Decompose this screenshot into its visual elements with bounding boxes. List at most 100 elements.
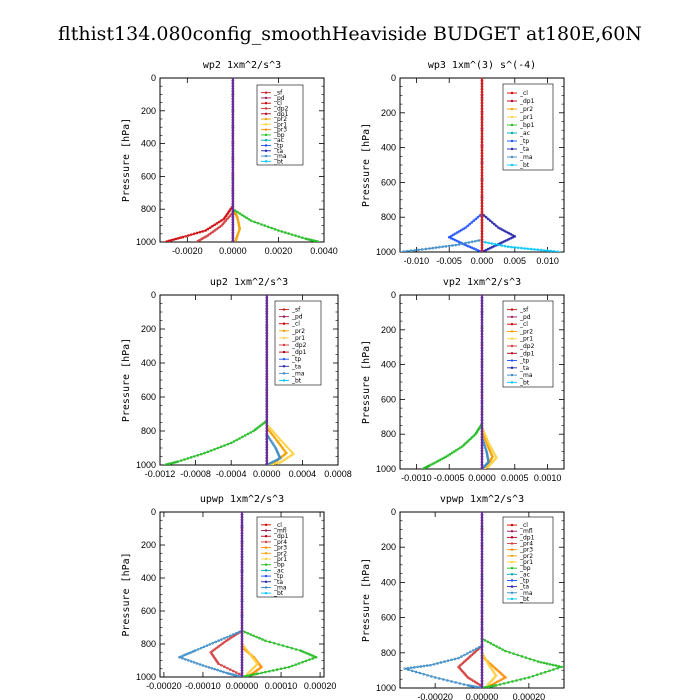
zero-line-marker — [240, 542, 244, 546]
legend-label: _bt — [519, 162, 530, 169]
chart-panel-6: vpwp 1xm^2/s^3 Pressure [hPa] 0 200 400 600 80… — [361, 494, 565, 700]
zero-line-marker — [240, 515, 244, 519]
series-marker — [272, 443, 275, 446]
series-marker — [464, 241, 467, 245]
zero-line-marker — [480, 637, 484, 641]
zero-line-marker — [480, 407, 484, 411]
series-marker — [520, 655, 524, 658]
series-marker — [446, 659, 450, 663]
series-marker — [466, 224, 469, 228]
zero-line-marker — [480, 682, 484, 686]
series-marker — [465, 440, 469, 444]
chart-panel-4: vp2 1xm^2/s^3 Pressure [hPa] 0 200 400 600 800… — [361, 277, 565, 483]
series-marker — [229, 441, 233, 445]
series-marker — [419, 665, 423, 668]
zero-line-marker — [240, 579, 244, 583]
series-marker — [225, 212, 229, 216]
zero-line-marker — [240, 555, 244, 559]
zero-line-marker — [480, 304, 484, 308]
zero-line-marker — [480, 332, 484, 336]
zero-line-marker — [480, 541, 484, 545]
y-tick-label: 200 — [141, 106, 156, 116]
zero-line-marker — [240, 518, 244, 522]
series-marker — [519, 678, 522, 681]
series-marker — [236, 218, 240, 222]
series-marker — [264, 639, 267, 643]
series-marker — [417, 248, 420, 252]
series-marker — [223, 444, 226, 447]
series-marker — [515, 679, 518, 682]
series-marker — [456, 239, 459, 243]
zero-line-marker — [240, 634, 244, 638]
zero-line-marker — [480, 399, 484, 403]
x-tick-label: -0.0020 — [172, 246, 203, 256]
series-marker — [220, 638, 223, 641]
zero-line-marker — [231, 184, 235, 187]
zero-line-marker — [480, 335, 484, 339]
y-tick-label: 0 — [151, 290, 156, 300]
series-marker — [463, 660, 466, 663]
zero-line-marker — [231, 97, 235, 101]
series-marker — [179, 236, 182, 239]
zero-line-marker — [480, 617, 484, 621]
legend-label: _dp1 — [519, 98, 535, 105]
series-marker — [238, 437, 241, 440]
legend-label: _dp1 — [291, 349, 307, 356]
series-marker — [272, 434, 275, 438]
series-marker — [274, 438, 278, 441]
zero-line-marker — [240, 642, 244, 646]
series-marker — [241, 435, 244, 439]
zero-line-marker — [231, 181, 235, 185]
series-marker — [219, 669, 222, 673]
series-marker — [470, 653, 474, 657]
y-axis-label: Pressure [hPa] — [361, 558, 372, 642]
zero-line-marker — [265, 348, 269, 351]
series-marker — [287, 665, 291, 669]
zero-line-marker — [240, 655, 244, 659]
series-marker — [456, 447, 460, 451]
y-tick-label: 200 — [381, 108, 396, 118]
zero-line-marker — [480, 84, 484, 88]
zero-line-marker — [480, 657, 484, 660]
legend-marker — [510, 308, 514, 311]
zero-line-marker — [231, 173, 235, 177]
zero-line-marker — [265, 437, 269, 441]
series-marker — [449, 236, 453, 240]
zero-line-marker — [480, 685, 484, 688]
series-marker — [275, 449, 279, 452]
zero-line-marker — [480, 665, 484, 669]
zero-line-marker — [231, 213, 235, 216]
series-marker — [275, 434, 279, 437]
legend-box — [274, 300, 322, 386]
y-tick-label: 800 — [381, 648, 396, 658]
legend-marker — [264, 529, 268, 532]
series-marker — [217, 645, 220, 648]
series-marker — [471, 652, 475, 655]
legend-marker — [510, 337, 514, 340]
zero-line-marker — [480, 171, 484, 175]
series-marker — [484, 248, 488, 252]
series-marker — [513, 235, 517, 238]
zero-line-marker — [240, 650, 244, 654]
y-tick-label: 800 — [141, 639, 156, 649]
series-marker — [510, 245, 513, 249]
legend-label: _bp — [519, 565, 531, 572]
x-tick-label: 0.00020 — [513, 692, 546, 700]
series-marker — [499, 672, 503, 675]
zero-line-marker — [240, 605, 244, 609]
series-marker — [222, 670, 225, 674]
y-tick-label: 1000 — [136, 672, 156, 682]
zero-line-marker — [231, 205, 235, 208]
plot-area — [164, 78, 320, 242]
series-marker — [226, 666, 229, 670]
series-marker — [539, 672, 543, 675]
legend-label: _ma — [519, 372, 533, 379]
legend-marker — [510, 597, 514, 601]
legend-label: _ma — [519, 154, 533, 161]
legend-marker — [510, 315, 514, 319]
x-tick-label: -0.0008 — [180, 469, 211, 479]
legend-label: _pr1 — [519, 336, 533, 343]
legend-label: _ma — [519, 590, 533, 597]
series-marker — [183, 458, 186, 461]
series-marker — [474, 432, 477, 436]
